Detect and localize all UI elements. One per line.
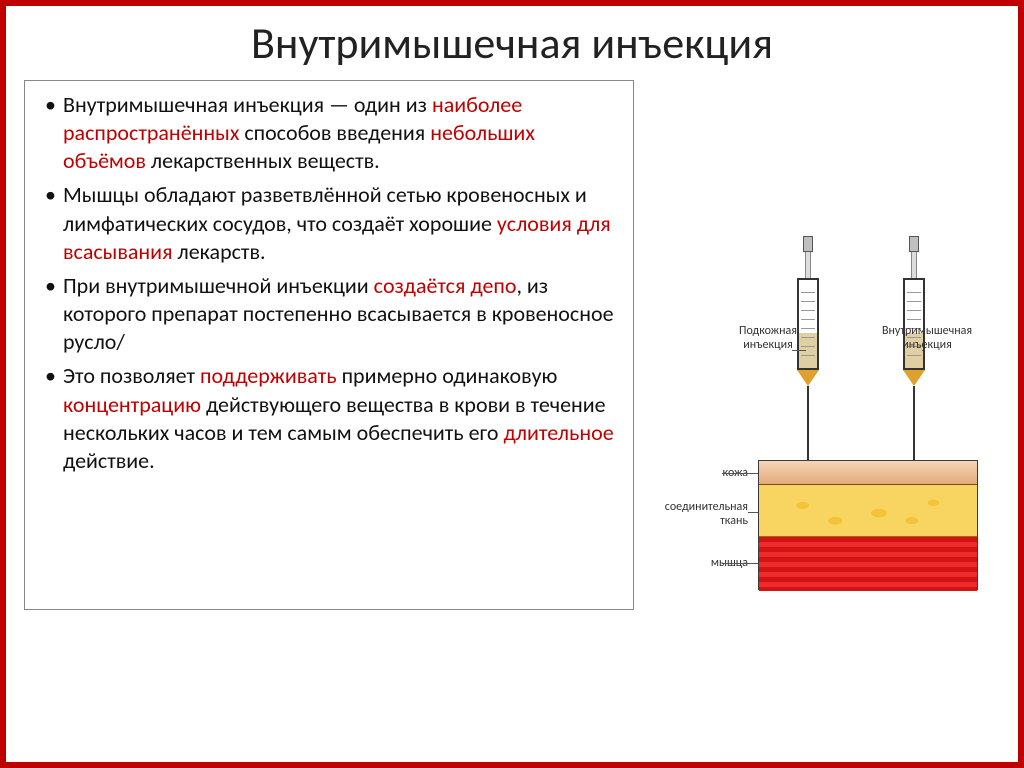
bullet-item: Это позволяет поддерживать примерно один…: [39, 362, 619, 475]
bullet-item: При внутримышечной инъекции создаётся де…: [39, 272, 619, 356]
bullet-list: Внутримышечная инъекция — один из наибол…: [39, 91, 619, 475]
text-column: Внутримышечная инъекция — один из наибол…: [24, 80, 634, 610]
label-subq: Подкожнаяинъекция: [732, 324, 804, 352]
bullet-item: Внутримышечная инъекция — один из наибол…: [39, 91, 619, 175]
layer-skin: [759, 461, 977, 485]
bullet-item: Мышцы обладают разветвлённой сетью крове…: [39, 181, 619, 265]
content-row: Внутримышечная инъекция — один из наибол…: [24, 80, 1000, 610]
diagram-column: Подкожнаяинъекция Внутримышечнаяинъекция…: [648, 80, 1000, 610]
layer-muscle: [759, 537, 977, 591]
slide-frame: Внутримышечная инъекция Внутримышечная и…: [0, 0, 1024, 768]
injection-diagram: Подкожнаяинъекция Внутримышечнаяинъекция…: [648, 230, 978, 610]
label-fat: соединительнаяткань: [648, 500, 748, 528]
label-im: Внутримышечнаяинъекция: [876, 324, 978, 352]
page-title: Внутримышечная инъекция: [24, 16, 1000, 70]
tissue-layers: [758, 460, 978, 590]
syringe-subcutaneous: [794, 236, 822, 474]
layer-fat: [759, 485, 977, 537]
